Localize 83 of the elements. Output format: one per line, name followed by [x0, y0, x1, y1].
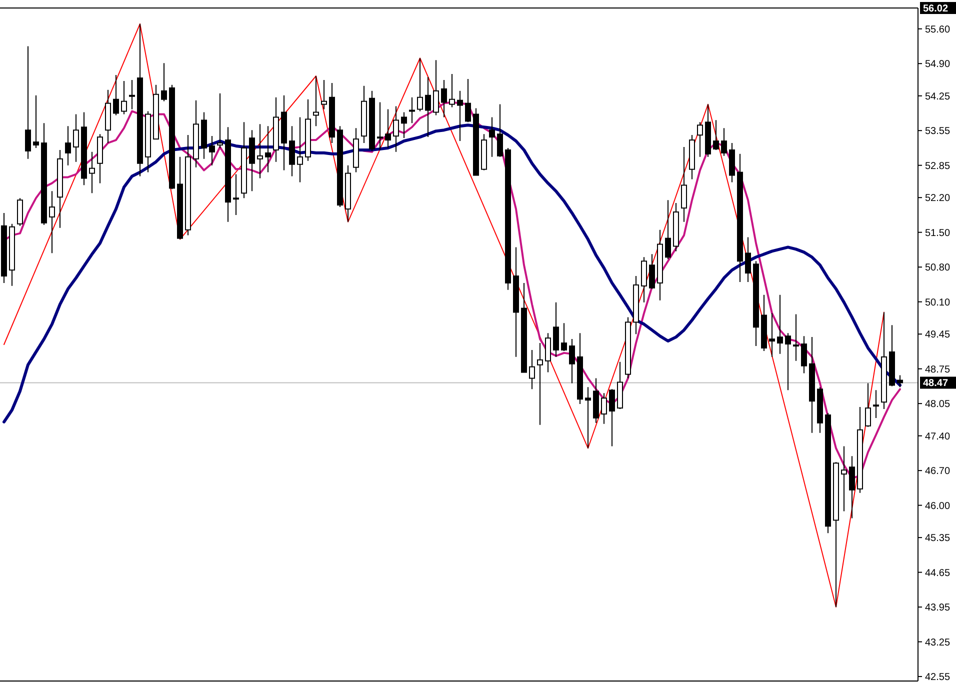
candlestick [25, 46, 31, 160]
y-tick-label: 49.45 [925, 330, 950, 341]
candlestick [897, 374, 903, 388]
candlestick [697, 122, 703, 158]
candlestick [841, 446, 847, 512]
y-tick-label: 53.55 [925, 126, 950, 138]
y-tick-label: 51.50 [925, 228, 950, 239]
candlestick [393, 106, 399, 152]
candlestick [801, 336, 807, 374]
candlestick [745, 236, 751, 282]
y-tick-label: 44.65 [925, 568, 950, 579]
candlestick [793, 314, 799, 362]
y-tick-label: 48.05 [925, 399, 950, 410]
y-tick-label: 54.90 [925, 59, 950, 70]
candlestick [289, 126, 295, 177]
candlestick [313, 75, 319, 127]
candlestick [257, 124, 263, 179]
candlestick [265, 126, 271, 173]
y-tick-label: 47.40 [925, 431, 950, 442]
candlestick [465, 78, 471, 123]
candlestick [721, 128, 727, 156]
candlestick [113, 74, 119, 116]
y-tick-label: 46.00 [925, 500, 950, 512]
candlestick [217, 92, 223, 148]
y-tick-label: 52.85 [925, 160, 950, 172]
candlestick [665, 200, 671, 260]
candlestick [449, 74, 455, 108]
candlestick [441, 79, 447, 118]
candlestick [33, 94, 39, 148]
candlestick [569, 338, 575, 384]
y-tick-label: 55.60 [925, 24, 950, 36]
ref-line-label: 48.47 [923, 378, 948, 390]
candlestick [865, 382, 871, 428]
y-tick-label: 50.80 [925, 262, 950, 274]
y-tick-label: 48.75 [925, 364, 950, 376]
candlestick [585, 386, 591, 449]
candlestick [769, 312, 775, 358]
candlestick [89, 151, 95, 194]
candlestick [233, 174, 239, 216]
candlestick [433, 60, 439, 116]
candlestick [849, 456, 855, 519]
y-tick-label: 50.10 [925, 297, 950, 308]
candlestick [609, 388, 615, 447]
candlestick [209, 136, 215, 166]
candlestick [777, 294, 783, 354]
candlestick [681, 146, 687, 222]
candlestick [129, 79, 135, 110]
candlestick [497, 104, 503, 158]
candlestick [545, 332, 551, 373]
y-tick-label: 54.25 [925, 91, 950, 102]
candlestick [529, 349, 535, 390]
candlestick [873, 390, 879, 418]
line-series [2, 124, 902, 424]
candlestick [73, 114, 79, 162]
y-tick-label: 52.20 [925, 193, 950, 204]
candlestick [121, 80, 127, 115]
y-tick-label: 43.25 [925, 637, 950, 648]
y-tick-label: 46.70 [925, 466, 950, 478]
y-tick-label: 45.35 [925, 533, 950, 544]
candlestick [561, 322, 567, 352]
candlestick [65, 126, 71, 166]
candlestick [713, 120, 719, 150]
candlestick [297, 116, 303, 183]
candlestick [409, 96, 415, 124]
candlestick [321, 79, 327, 110]
candlestick [401, 112, 407, 139]
candlestick [601, 392, 607, 424]
candlestick [377, 102, 383, 150]
candlestick [17, 198, 23, 226]
candlestick [553, 302, 559, 358]
candlestick [385, 108, 391, 148]
candlestick [537, 342, 543, 426]
candlestick [785, 332, 791, 391]
candlestick [161, 62, 167, 102]
candlestick [457, 90, 463, 142]
y-tick-label: 42.55 [925, 672, 950, 682]
candlestick [425, 76, 431, 138]
ref-line-label: 56.02 [923, 4, 948, 14]
candlestick [649, 254, 655, 290]
candlestick [49, 190, 55, 254]
candlestick [417, 58, 423, 112]
y-tick-label: 43.95 [925, 602, 950, 614]
candlestick [489, 116, 495, 158]
